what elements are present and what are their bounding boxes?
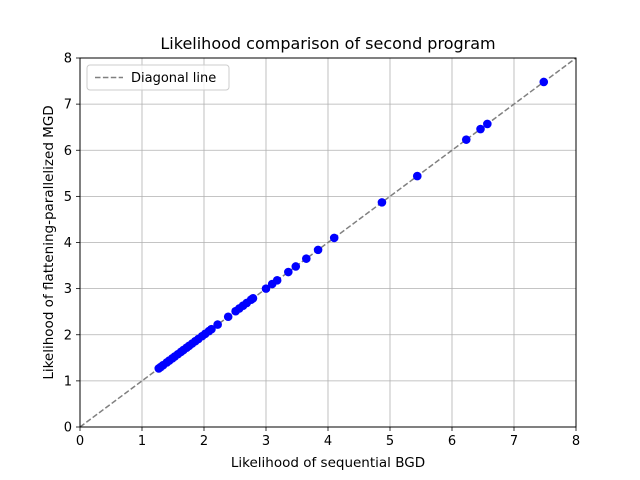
x-tick-label: 7 (510, 434, 518, 449)
data-point (476, 124, 485, 134)
data-point (272, 276, 282, 285)
x-tick-label: 8 (572, 434, 580, 449)
data-points (154, 77, 549, 373)
y-tick-label: 6 (64, 144, 72, 159)
x-tick-label: 5 (386, 434, 394, 449)
y-tick-label: 2 (64, 328, 72, 343)
data-point (377, 198, 387, 207)
x-tick-label: 3 (262, 434, 270, 449)
data-point (461, 135, 471, 144)
data-point (412, 171, 422, 181)
x-tick-label: 2 (200, 434, 208, 449)
data-point (248, 294, 258, 303)
data-point (483, 119, 492, 129)
y-tick-label: 4 (64, 236, 72, 251)
data-point (207, 324, 216, 334)
legend-box (86, 64, 230, 91)
y-axis-label: Likelihood of flattening-parallelized MG… (41, 105, 57, 379)
x-tick-label: 6 (448, 434, 456, 449)
x-tick-label: 1 (138, 434, 146, 449)
y-tick-label: 8 (64, 52, 72, 67)
data-point (291, 262, 301, 271)
data-point (329, 233, 339, 243)
y-tick-label: 7 (64, 98, 72, 113)
y-tick-label: 5 (64, 190, 72, 205)
data-point (284, 267, 293, 277)
y-tick-label: 1 (64, 374, 72, 389)
legend: Diagonal line (86, 64, 230, 91)
x-axis-ticks: 0 1 2 3 4 5 6 7 8 (76, 427, 580, 449)
data-point (302, 254, 311, 263)
legend-entry-label: Diagonal line (131, 71, 216, 86)
data-point (539, 77, 549, 87)
x-tick-label: 4 (324, 434, 332, 449)
y-axis-ticks: 0 1 2 3 4 5 6 7 8 (64, 52, 80, 436)
data-point (261, 284, 271, 293)
data-point (213, 320, 222, 329)
x-axis-label: Likelihood of sequential BGD (231, 455, 425, 471)
data-point (313, 245, 323, 255)
y-tick-label: 0 (64, 421, 72, 436)
data-point (223, 312, 233, 322)
chart-title: Likelihood comparison of second program (160, 34, 495, 53)
y-tick-label: 3 (64, 282, 72, 297)
x-tick-label: 0 (76, 434, 84, 449)
